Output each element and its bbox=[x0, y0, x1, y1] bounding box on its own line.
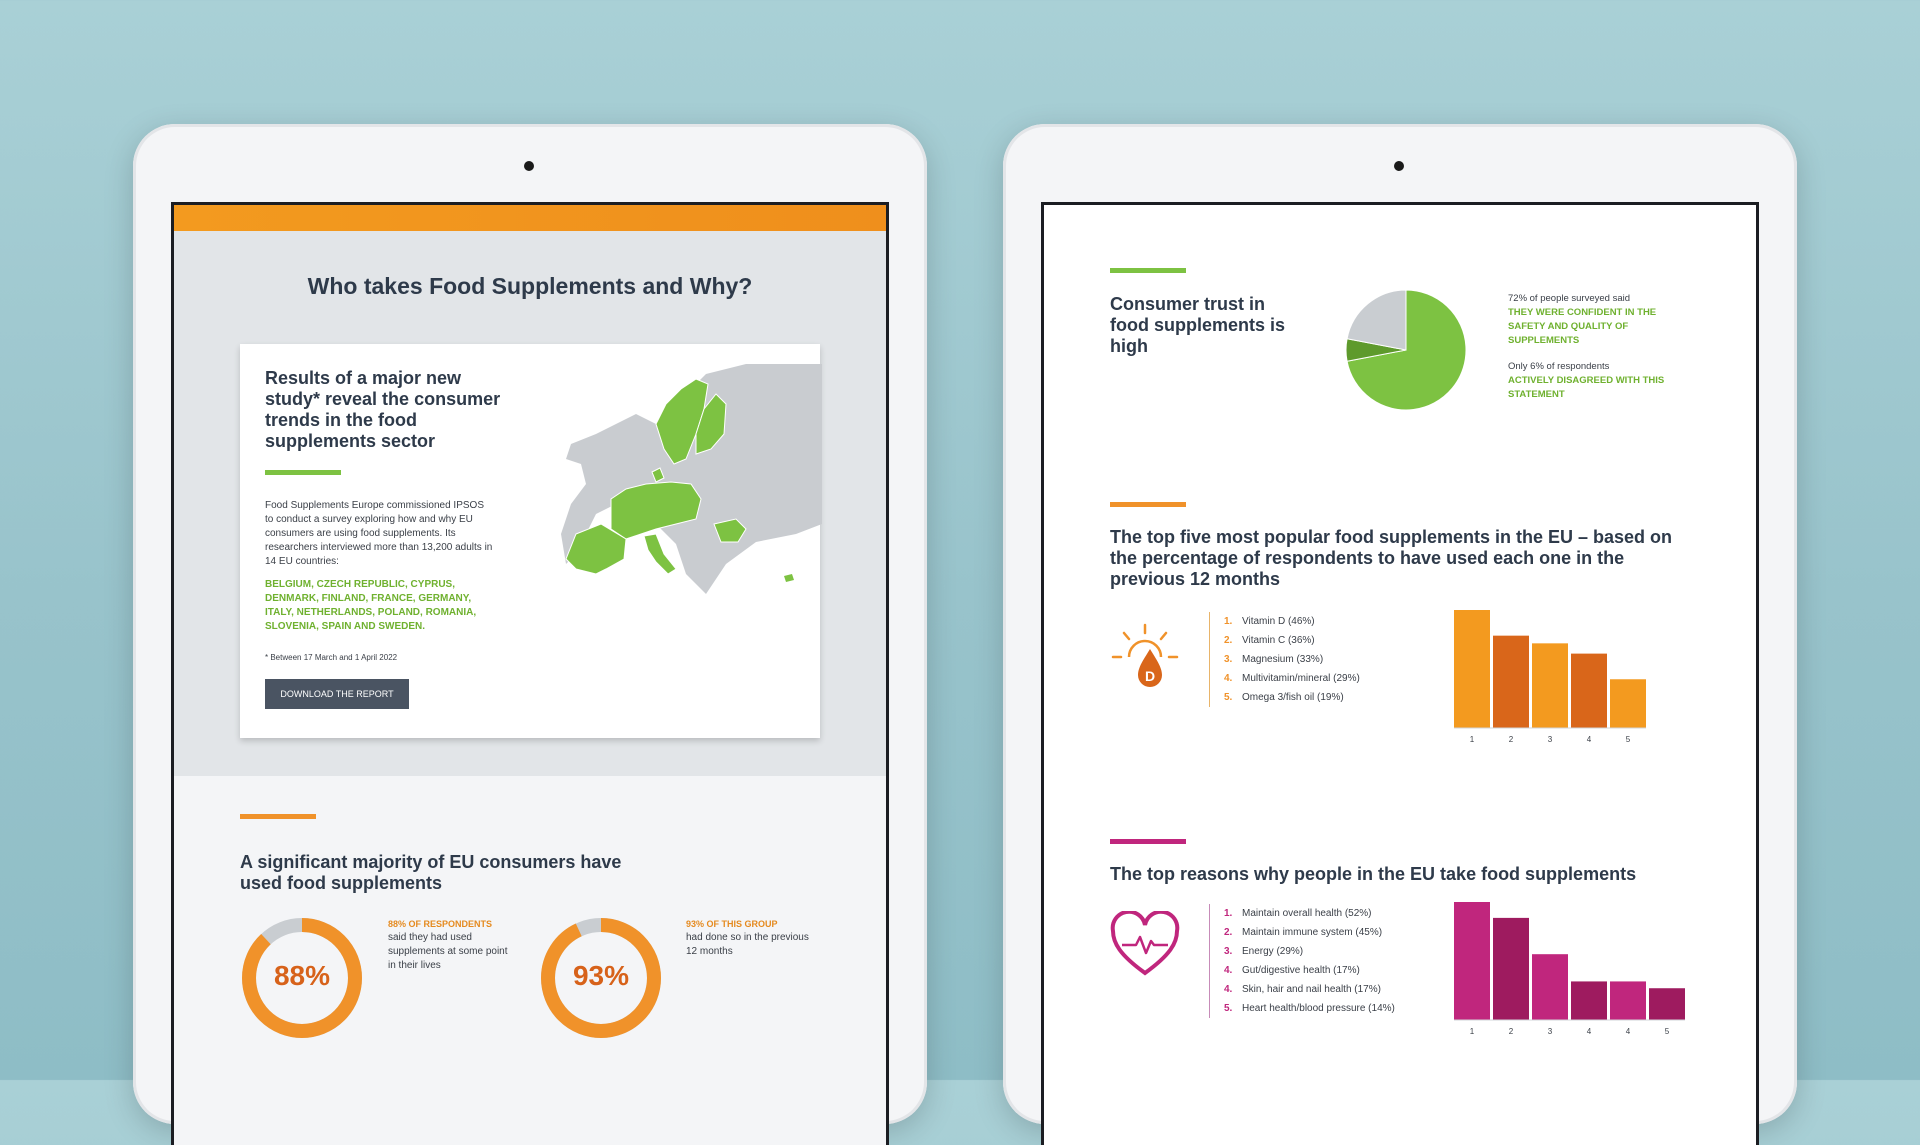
x-tick-label: 1 bbox=[1470, 1027, 1475, 1036]
tablet-left: Who takes Food Supplements and Why? Resu… bbox=[133, 124, 927, 1145]
list-item: 3. Magnesium (33%) bbox=[1224, 654, 1324, 665]
x-tick-label: 5 bbox=[1626, 735, 1631, 744]
list-item: 5. Omega 3/fish oil (19%) bbox=[1224, 692, 1344, 703]
bar-2 bbox=[1493, 917, 1529, 1020]
bar-4 bbox=[1571, 981, 1607, 1020]
card-heading: Results of a major new study* reveal the… bbox=[265, 368, 501, 451]
trust-line-2: Only 6% of respondents bbox=[1508, 361, 1610, 372]
donut-93: 93% bbox=[539, 916, 663, 1040]
pie-slice-confident bbox=[1346, 289, 1467, 411]
usage-section: A significant majority of EU consumers h… bbox=[174, 776, 886, 1145]
bar-5 bbox=[1610, 679, 1646, 728]
trust-highlight-1: THEY WERE CONFIDENT IN THE SAFETY AND QU… bbox=[1508, 307, 1657, 346]
camera-icon bbox=[1394, 161, 1404, 171]
trust-pie-chart bbox=[1345, 289, 1467, 411]
card-description: Food Supplements Europe commissioned IPS… bbox=[265, 500, 493, 567]
x-tick-label: 1 bbox=[1470, 735, 1475, 744]
trust-line-1: 72% of people surveyed said bbox=[1508, 293, 1630, 304]
x-tick-label: 3 bbox=[1548, 735, 1553, 744]
orange-divider bbox=[1110, 502, 1186, 507]
reasons-bar-chart: 1 2 3 4 4 5 bbox=[1454, 902, 1685, 1036]
stat-highlight: 88% OF RESPONDENTS bbox=[388, 919, 493, 929]
list-item: 4. Multivitamin/mineral (29%) bbox=[1224, 673, 1360, 684]
donut-88: 88% bbox=[240, 916, 364, 1040]
x-tick-label: 2 bbox=[1509, 735, 1514, 744]
europe-map-icon bbox=[561, 364, 822, 594]
screen-right: Consumer trust in food supplements is hi… bbox=[1041, 202, 1759, 1145]
country-list: BELGIUM, CZECH REPUBLIC, CYPRUS, DENMARK… bbox=[265, 579, 477, 632]
stat-highlight: 93% OF THIS GROUP bbox=[686, 919, 778, 929]
x-tick-label: 4 bbox=[1626, 1027, 1631, 1036]
tablet-right: Consumer trust in food supplements is hi… bbox=[1003, 124, 1797, 1145]
list-item: 4. Skin, hair and nail health (17%) bbox=[1224, 984, 1381, 995]
camera-icon bbox=[524, 161, 534, 171]
trust-stat-1: 72% of people surveyed said THEY WERE CO… bbox=[1508, 292, 1678, 348]
pie-slice-other bbox=[1346, 289, 1407, 351]
study-card: Results of a major new study* reveal the… bbox=[240, 344, 822, 738]
hero-section: Who takes Food Supplements and Why? Resu… bbox=[174, 231, 886, 776]
popular-title: The top five most popular food supplemen… bbox=[1110, 527, 1673, 589]
bar-5 bbox=[1610, 981, 1646, 1020]
trust-highlight-2: ACTIVELY DISAGREED WITH THIS STATEMENT bbox=[1508, 375, 1665, 400]
reasons-list: 1. Maintain overall health (52%) 2. Mainta… bbox=[1209, 904, 1395, 1018]
header-bar bbox=[174, 205, 886, 231]
x-tick-label: 4 bbox=[1587, 1027, 1592, 1036]
vitamin-d-letter: D bbox=[1145, 668, 1155, 684]
trust-title: Consumer trust in food supplements is hi… bbox=[1110, 294, 1286, 356]
stat-88-text: 88% OF RESPONDENTS said they had used su… bbox=[388, 917, 518, 973]
list-item: 5. Heart health/blood pressure (14%) bbox=[1224, 1003, 1395, 1014]
page-title: Who takes Food Supplements and Why? bbox=[307, 273, 753, 299]
stat-93-text: 93% OF THIS GROUP had done so in the pre… bbox=[686, 917, 816, 959]
green-divider bbox=[1110, 268, 1186, 273]
stat-description: had done so in the previous 12 months bbox=[686, 932, 809, 957]
screen-left: Who takes Food Supplements and Why? Resu… bbox=[171, 202, 889, 1145]
orange-divider bbox=[240, 814, 316, 819]
sun-vitamin-d-icon: D bbox=[1111, 623, 1179, 687]
green-divider bbox=[265, 470, 341, 475]
bar-1 bbox=[1454, 610, 1490, 728]
list-item: 1. Vitamin D (46%) bbox=[1224, 616, 1315, 627]
x-tick-label: 2 bbox=[1509, 1027, 1514, 1036]
bar-4 bbox=[1571, 653, 1607, 728]
x-tick-label: 3 bbox=[1548, 1027, 1553, 1036]
bar-6 bbox=[1649, 988, 1685, 1020]
popular-bar-chart: 1 2 3 4 5 bbox=[1454, 610, 1646, 744]
donut-value: 93% bbox=[572, 960, 630, 991]
reasons-title: The top reasons why people in the EU tak… bbox=[1110, 864, 1637, 884]
heart-rate-icon bbox=[1110, 911, 1180, 976]
list-item: 4. Gut/digestive health (17%) bbox=[1224, 965, 1360, 976]
list-item: 3. Energy (29%) bbox=[1224, 946, 1304, 957]
purple-divider bbox=[1110, 839, 1186, 844]
trust-stat-2: Only 6% of respondents ACTIVELY DISAGREE… bbox=[1508, 360, 1678, 402]
list-item: 2. Vitamin C (36%) bbox=[1224, 635, 1315, 646]
popular-list: 1. Vitamin D (46%) 2. Vitamin C (36%) 3. Ma… bbox=[1209, 612, 1360, 707]
bar-1 bbox=[1454, 902, 1490, 1020]
x-tick-label: 4 bbox=[1587, 735, 1592, 744]
bar-3 bbox=[1532, 954, 1568, 1020]
list-item: 2. Maintain immune system (45%) bbox=[1224, 927, 1383, 938]
list-item: 1. Maintain overall health (52%) bbox=[1224, 908, 1372, 919]
donut-value: 88% bbox=[273, 960, 331, 991]
download-report-button[interactable]: DOWNLOAD THE REPORT bbox=[265, 679, 409, 709]
bar-2 bbox=[1493, 635, 1529, 728]
usage-title: A significant majority of EU consumers h… bbox=[240, 852, 622, 893]
x-tick-label: 5 bbox=[1665, 1027, 1670, 1036]
bar-3 bbox=[1532, 643, 1568, 728]
date-note: * Between 17 March and 1 April 2022 bbox=[265, 653, 398, 662]
stat-description: said they had used supplements at some p… bbox=[388, 932, 508, 971]
